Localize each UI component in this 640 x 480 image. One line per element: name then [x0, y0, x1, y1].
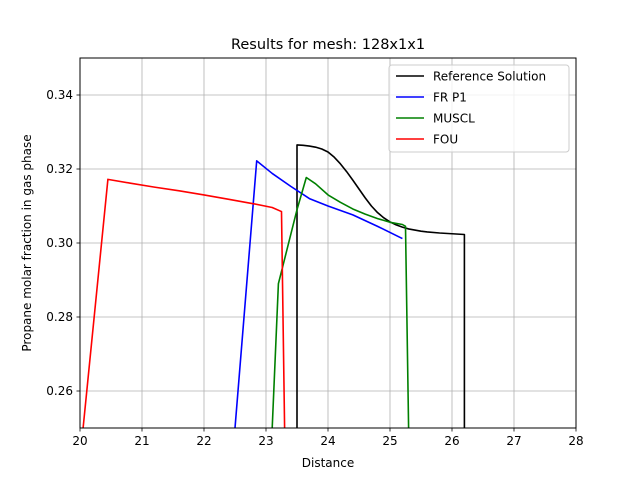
x-tick-label: 28 [568, 434, 583, 448]
x-tick-label: 21 [134, 434, 149, 448]
legend-label-reference-solution: Reference Solution [433, 70, 546, 84]
legend-box [388, 64, 570, 153]
x-tick-label: 22 [196, 434, 211, 448]
x-tick-label: 20 [72, 434, 87, 448]
series-layer [82, 144, 466, 428]
y-tick-label: 0.32 [46, 162, 73, 176]
ticks: 20 21 22 23 24 25 26 27 28 0.26 0.28 0.30 0.32 0.34 [46, 88, 583, 448]
legend: Reference Solution FR P1 MUSCL FOU [388, 64, 570, 153]
series-line-reference-solution [296, 144, 466, 428]
x-tick-label: 23 [258, 434, 273, 448]
chart-title: Results for mesh: 128x1x1 [231, 37, 425, 53]
legend-label-fou: FOU [433, 133, 458, 147]
series-line-fr-p1 [234, 160, 403, 428]
series-line-muscl [271, 176, 410, 428]
y-tick-label: 0.28 [46, 310, 73, 324]
legend-label-muscl: MUSCL [433, 112, 475, 126]
x-tick-label: 25 [382, 434, 397, 448]
x-tick-label: 27 [506, 434, 521, 448]
y-tick-label: 0.34 [46, 88, 73, 102]
series-line-fou [82, 178, 286, 428]
x-tick-label: 26 [444, 434, 459, 448]
y-tick-label: 0.30 [46, 236, 73, 250]
y-tick-label: 0.26 [46, 384, 73, 398]
x-tick-label: 24 [320, 434, 335, 448]
y-axis-title: Propane molar fraction in gas phase [20, 134, 34, 351]
x-axis-title: Distance [302, 456, 354, 470]
legend-label-fr-p1: FR P1 [433, 91, 467, 105]
plot-area [82, 144, 466, 428]
